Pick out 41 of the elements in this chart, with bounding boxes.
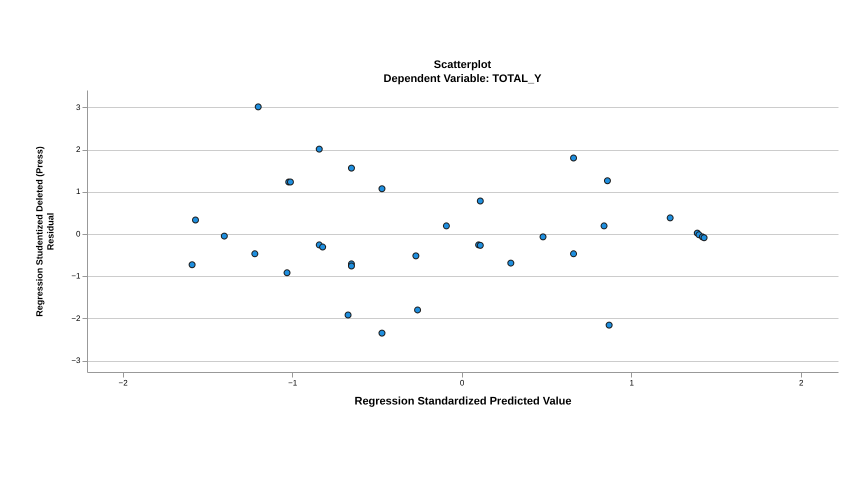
point: [220, 232, 228, 240]
x-tick-label: 1: [629, 378, 634, 388]
y-tick-label: 3: [76, 102, 82, 112]
point: [188, 261, 196, 268]
point: [600, 222, 608, 230]
y-tick-label: 2: [76, 145, 82, 154]
point: [570, 154, 578, 162]
point: [344, 312, 352, 319]
point: [348, 164, 355, 172]
x-tick-label: −1: [288, 378, 298, 388]
point: [507, 260, 514, 267]
point: [414, 306, 422, 314]
point: [604, 177, 611, 184]
point: [378, 330, 386, 337]
point: [666, 214, 674, 222]
y-tick-label: −2: [71, 314, 82, 323]
point: [284, 269, 291, 276]
chart-subtitle: Dependent Variable: TOTAL_Y: [384, 73, 542, 85]
x-tick-label: 0: [460, 378, 465, 388]
point: [540, 233, 547, 240]
x-axis-title: Regression Standardized Predicted Value: [354, 396, 572, 408]
y-tick-label: −1: [71, 272, 82, 281]
point: [442, 222, 450, 230]
point: [606, 322, 613, 329]
y-tick-label: 1: [76, 187, 82, 196]
x-tick-label: 2: [798, 378, 804, 388]
y-tick-label: −3: [71, 356, 82, 366]
point: [412, 252, 420, 260]
y-tick-label: 0: [76, 229, 82, 238]
point: [570, 250, 578, 258]
point: [378, 185, 386, 192]
point: [251, 250, 258, 258]
point: [476, 198, 484, 205]
point: [254, 103, 262, 110]
point: [319, 244, 326, 251]
point: [316, 146, 323, 153]
x-tick-label: −2: [118, 378, 128, 388]
chart-title: Scatterplot: [434, 59, 492, 71]
point: [348, 262, 355, 270]
y-axis-title: Regression Studentized Deleted (Press) Residual: [34, 146, 56, 317]
point: [192, 216, 199, 224]
